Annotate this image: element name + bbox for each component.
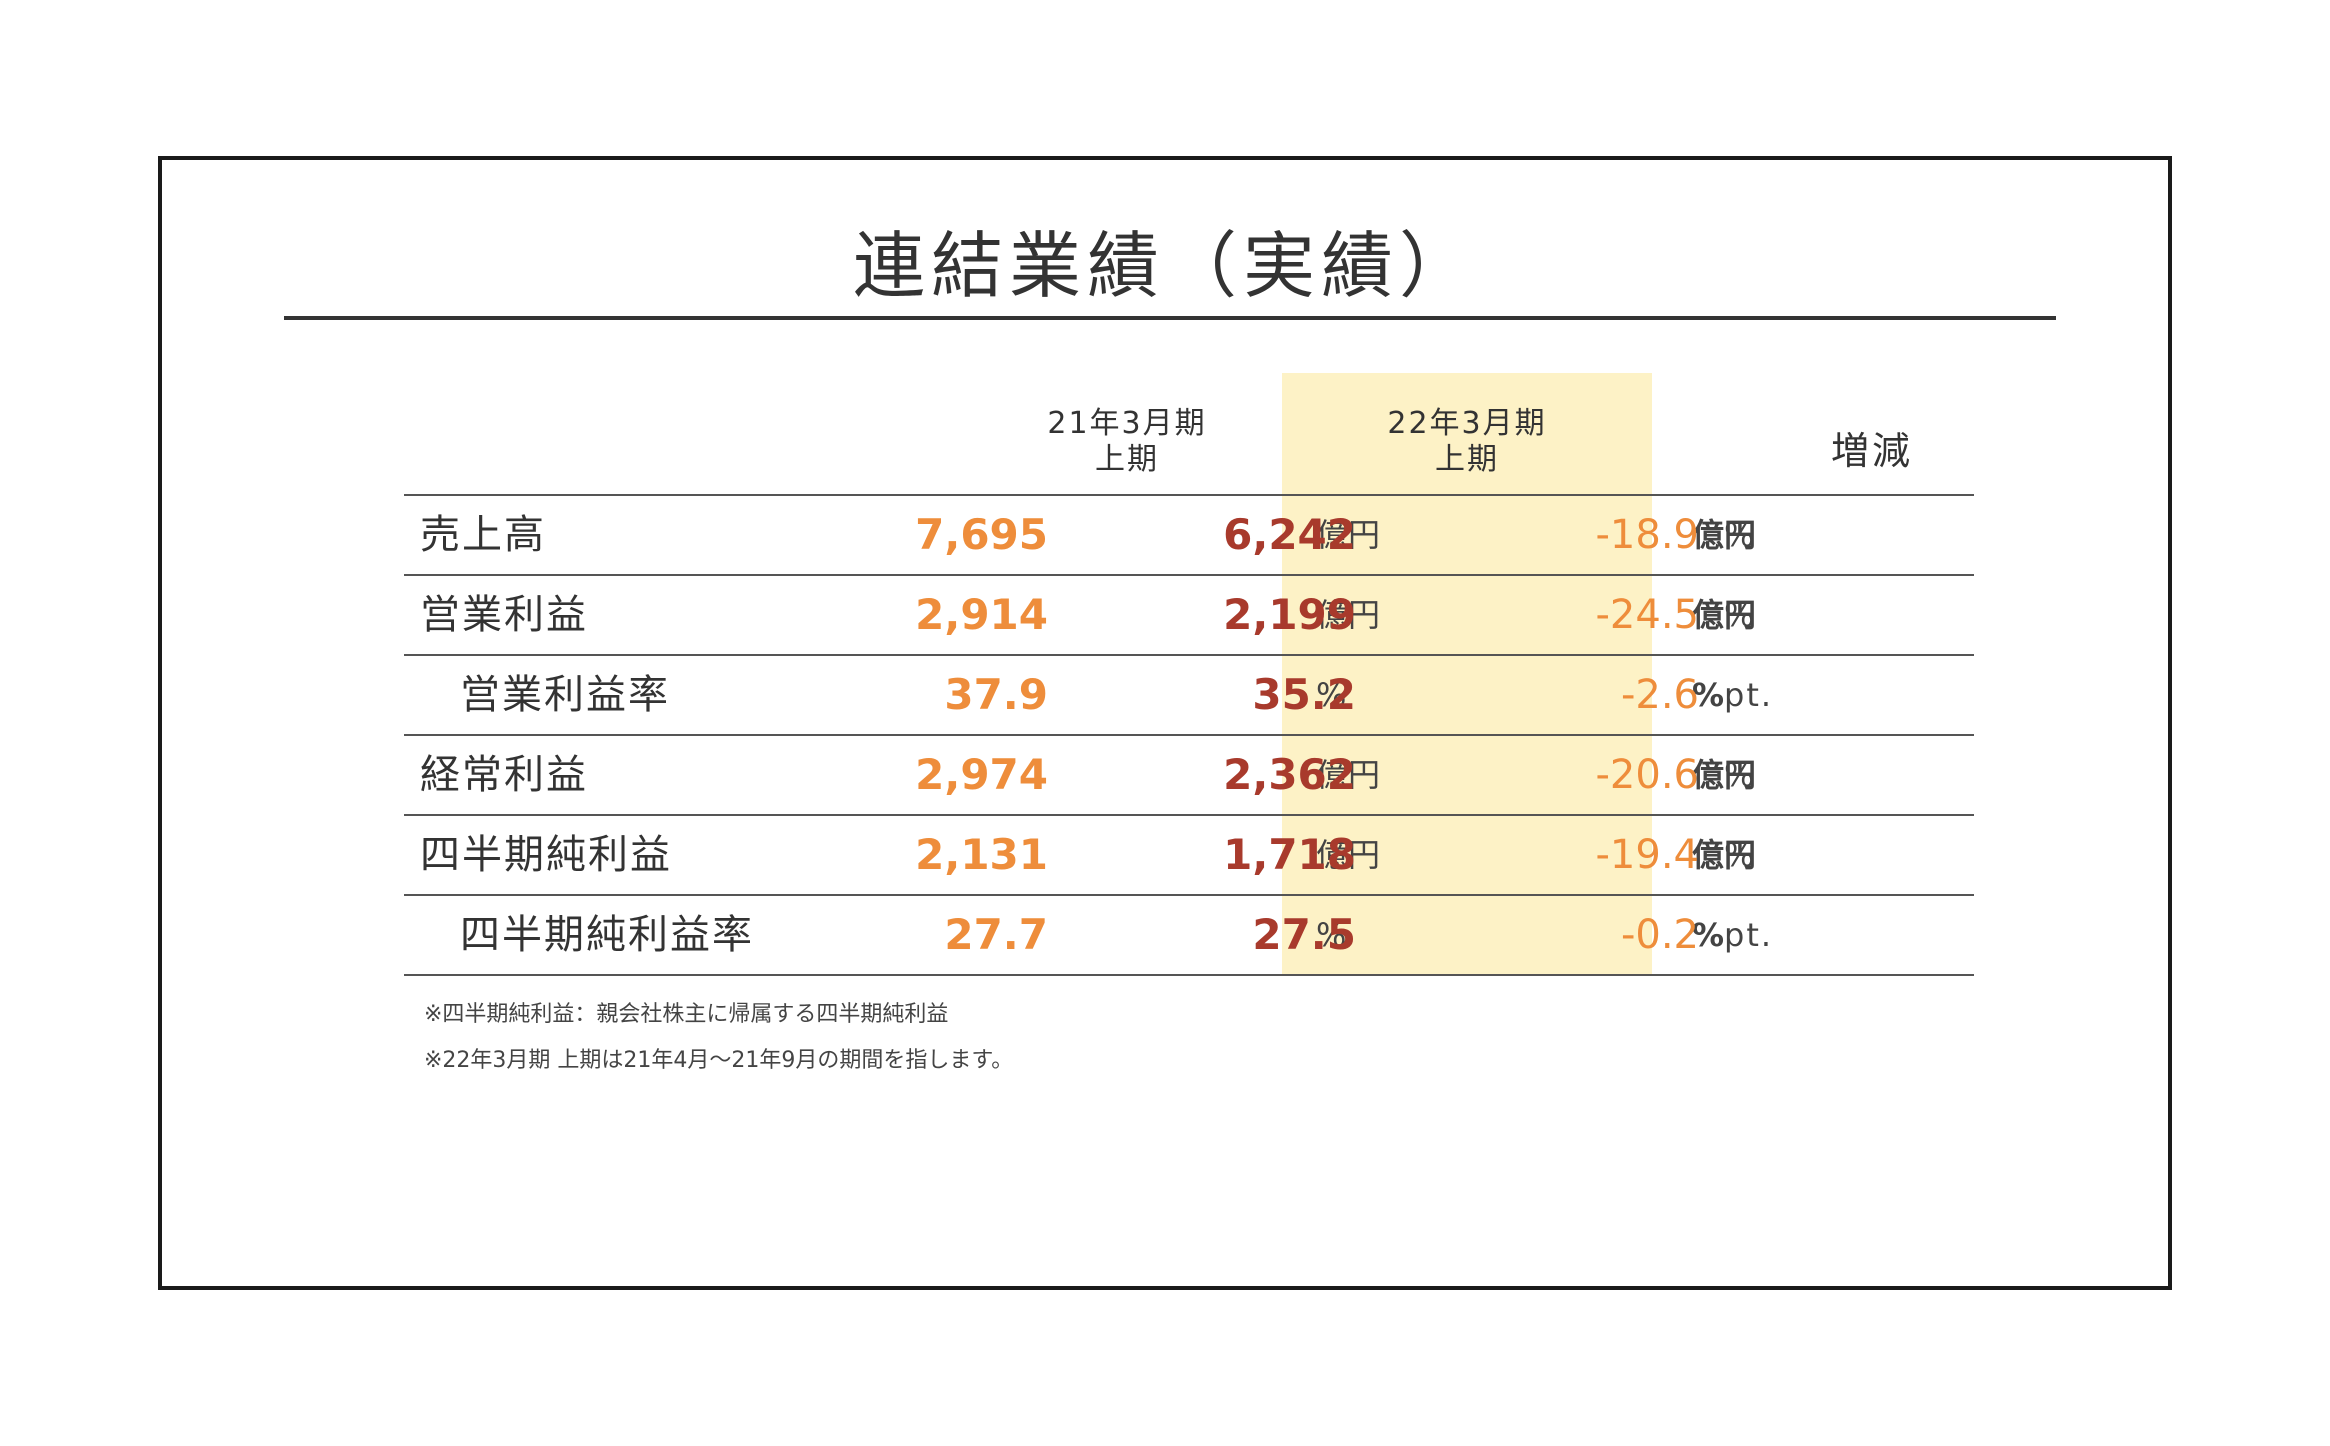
diff-value: -2.6 <box>1620 672 1699 718</box>
slide-title: 連結業績（実績） <box>852 224 1477 308</box>
prev-value: 27.7 <box>944 910 1048 959</box>
column-header-prev-half: 上期 <box>1095 442 1159 477</box>
diff-unit: pt. <box>1724 916 1774 954</box>
table-row: 売上高 7,695 億円 6,242 億円 -18.9 % <box>404 496 1974 574</box>
row-rule <box>404 734 1974 736</box>
diff-value: -19.4 <box>1595 832 1700 878</box>
table-row: 四半期純利益 2,131 億円 1,718 億円 -19.4 % <box>404 816 1974 894</box>
diff-unit: % <box>1724 756 1757 794</box>
diff-unit: % <box>1724 596 1757 634</box>
diff-value: -18.9 <box>1595 512 1700 558</box>
table-row: 営業利益率 37.9 % 35.2 % -2.6 pt. <box>404 656 1974 734</box>
table-row: 経常利益 2,974 億円 2,362 億円 -20.6 % <box>404 736 1974 814</box>
table-bottom-rule <box>404 974 1974 976</box>
prev-unit: % <box>1316 916 1347 954</box>
curr-value: 2,199 <box>1223 590 1356 639</box>
diff-unit: % <box>1724 836 1757 874</box>
diff-unit: pt. <box>1724 676 1774 714</box>
row-rule <box>404 894 1974 896</box>
footnote-net-income: ※四半期純利益：親会社株主に帰属する四半期純利益 <box>424 1002 949 1027</box>
diff-unit: % <box>1724 516 1757 554</box>
curr-value: 35.2 <box>1252 670 1356 719</box>
prev-unit: 億円 <box>1316 756 1381 794</box>
row-label: 経常利益 <box>420 752 588 798</box>
prev-value: 2,131 <box>915 830 1048 879</box>
curr-unit: 億円 <box>1692 836 1757 874</box>
curr-value: 27.5 <box>1252 910 1356 959</box>
row-label: 売上高 <box>420 512 546 558</box>
prev-unit: 億円 <box>1316 596 1381 634</box>
slide-frame: 連結業績（実績） 21年3月期 上期 22年3月期 上期 増減 売上高 7,69… <box>158 156 2172 1290</box>
prev-value: 2,974 <box>915 750 1048 799</box>
prev-unit: 億円 <box>1316 836 1381 874</box>
row-label: 営業利益率 <box>460 672 670 718</box>
curr-unit: 億円 <box>1692 596 1757 634</box>
title-underline <box>284 316 2056 320</box>
table-row: 四半期純利益率 27.7 % 27.5 % -0.2 pt. <box>404 896 1974 974</box>
curr-value: 2,362 <box>1223 750 1356 799</box>
prev-value: 2,914 <box>915 590 1048 639</box>
diff-value: -20.6 <box>1595 752 1700 798</box>
column-header-curr-period: 22年3月期 <box>1387 406 1547 441</box>
diff-value: -24.5 <box>1595 592 1700 638</box>
column-header-diff: 増減 <box>1830 429 1913 473</box>
row-rule <box>404 574 1974 576</box>
row-label: 営業利益 <box>420 592 588 638</box>
prev-value: 7,695 <box>915 510 1048 559</box>
curr-unit: 億円 <box>1692 516 1757 554</box>
column-header-curr: 22年3月期 上期 <box>1282 406 1652 478</box>
column-header-prev: 21年3月期 上期 <box>1002 406 1252 478</box>
row-rule <box>404 654 1974 656</box>
column-header-curr-half: 上期 <box>1435 442 1499 477</box>
table-row: 営業利益 2,914 億円 2,199 億円 -24.5 % <box>404 576 1974 654</box>
column-header-prev-period: 21年3月期 <box>1047 406 1207 441</box>
row-label: 四半期純利益 <box>420 832 672 878</box>
prev-value: 37.9 <box>944 670 1048 719</box>
current-period-highlight <box>1282 373 1652 974</box>
curr-unit: % <box>1692 676 1725 714</box>
row-rule <box>404 814 1974 816</box>
row-label: 四半期純利益率 <box>460 912 754 958</box>
prev-unit: 億円 <box>1316 516 1381 554</box>
curr-value: 1,718 <box>1223 830 1356 879</box>
curr-unit: % <box>1692 916 1725 954</box>
curr-unit: 億円 <box>1692 756 1757 794</box>
footnote-period: ※22年3月期 上期は21年4月～21年9月の期間を指します。 <box>424 1048 1014 1073</box>
diff-value: -0.2 <box>1620 912 1699 958</box>
curr-value: 6,242 <box>1223 510 1356 559</box>
prev-unit: % <box>1316 676 1347 714</box>
header-rule <box>404 494 1974 496</box>
